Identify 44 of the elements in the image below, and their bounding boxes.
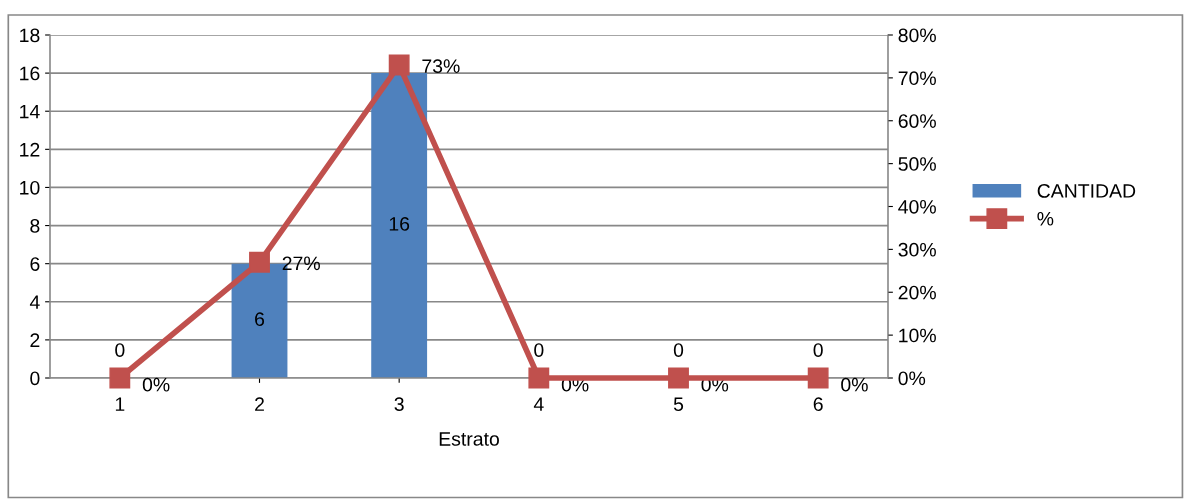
point [528,367,550,389]
y-tick-label: 18 [20,28,40,43]
x-tick-label: 2 [255,397,264,411]
y2-tick-label: 20% [898,285,936,300]
point [109,367,131,389]
y-tick-label: 14 [20,104,40,119]
point [249,251,270,273]
x-tick-label: 6 [813,397,823,412]
y-tick-label: 8 [30,219,40,233]
point [807,367,829,389]
y-tick-label: 10 [20,180,40,195]
legend-label: CANTIDAD [1037,184,1136,198]
y-tick-label: 16 [20,66,40,81]
point [668,367,689,389]
data-label: 6 [255,312,265,327]
data-label: 73% [422,59,460,74]
legend-label: % [1037,211,1054,226]
y2-tick-label: 0% [898,371,926,386]
y2-tick-label: 80% [898,28,936,43]
data-label: 0% [841,377,868,392]
y2-tick-label: 70% [898,71,936,86]
y2-tick-label: 30% [898,242,936,257]
y-tick-label: 6 [30,257,40,271]
y-tick-label: 4 [29,295,40,309]
y2-tick-label: 40% [898,199,936,214]
x-tick-label: 3 [394,397,404,412]
x-axis-title: Estrato [439,432,499,446]
data-label: 0 [534,343,544,358]
data-label: 16 [389,217,410,231]
y-tick-label: 12 [20,142,40,157]
data-label: 0 [115,343,125,358]
x-tick-label: 1 [115,397,125,411]
data-label: 0 [813,343,823,358]
data-label: 27% [282,256,320,271]
x-tick-label: 5 [673,397,684,412]
data-label: 0 [673,343,684,358]
y-tick-label: 2 [30,333,40,347]
point [388,54,410,76]
y2-tick-label: 10% [899,328,936,343]
x-tick-label: 4 [533,397,544,411]
y-tick-label: 0 [30,371,40,386]
y2-tick-label: 60% [898,114,936,128]
data-label: 0% [142,377,170,392]
y2-tick-label: 50% [898,157,936,171]
